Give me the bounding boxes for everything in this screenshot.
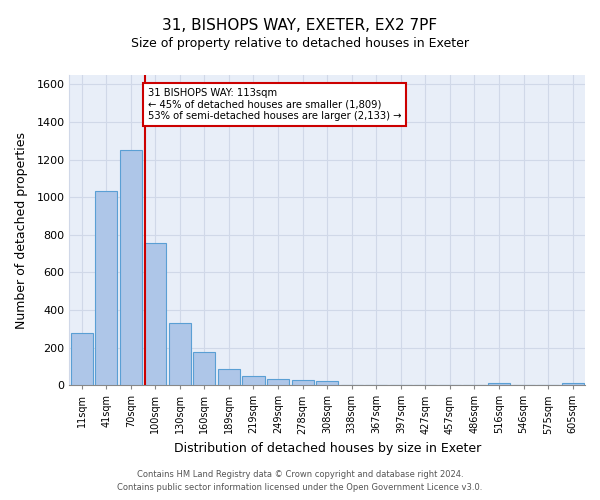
Bar	[193, 352, 215, 385]
Text: Size of property relative to detached houses in Exeter: Size of property relative to detached ho…	[131, 38, 469, 51]
Bar	[218, 369, 240, 385]
X-axis label: Distribution of detached houses by size in Exeter: Distribution of detached houses by size …	[173, 442, 481, 455]
Bar	[169, 323, 191, 385]
Bar	[71, 332, 92, 385]
Bar	[316, 382, 338, 385]
Bar	[292, 380, 314, 385]
Text: 31 BISHOPS WAY: 113sqm
← 45% of detached houses are smaller (1,809)
53% of semi-: 31 BISHOPS WAY: 113sqm ← 45% of detached…	[148, 88, 401, 122]
Text: Contains HM Land Registry data © Crown copyright and database right 2024.
Contai: Contains HM Land Registry data © Crown c…	[118, 470, 482, 492]
Bar	[562, 384, 584, 385]
Bar	[119, 150, 142, 385]
Bar	[242, 376, 265, 385]
Bar	[488, 384, 510, 385]
Bar	[144, 243, 166, 385]
Y-axis label: Number of detached properties: Number of detached properties	[15, 132, 28, 328]
Text: 31, BISHOPS WAY, EXETER, EX2 7PF: 31, BISHOPS WAY, EXETER, EX2 7PF	[163, 18, 437, 32]
Bar	[267, 378, 289, 385]
Bar	[95, 190, 117, 385]
